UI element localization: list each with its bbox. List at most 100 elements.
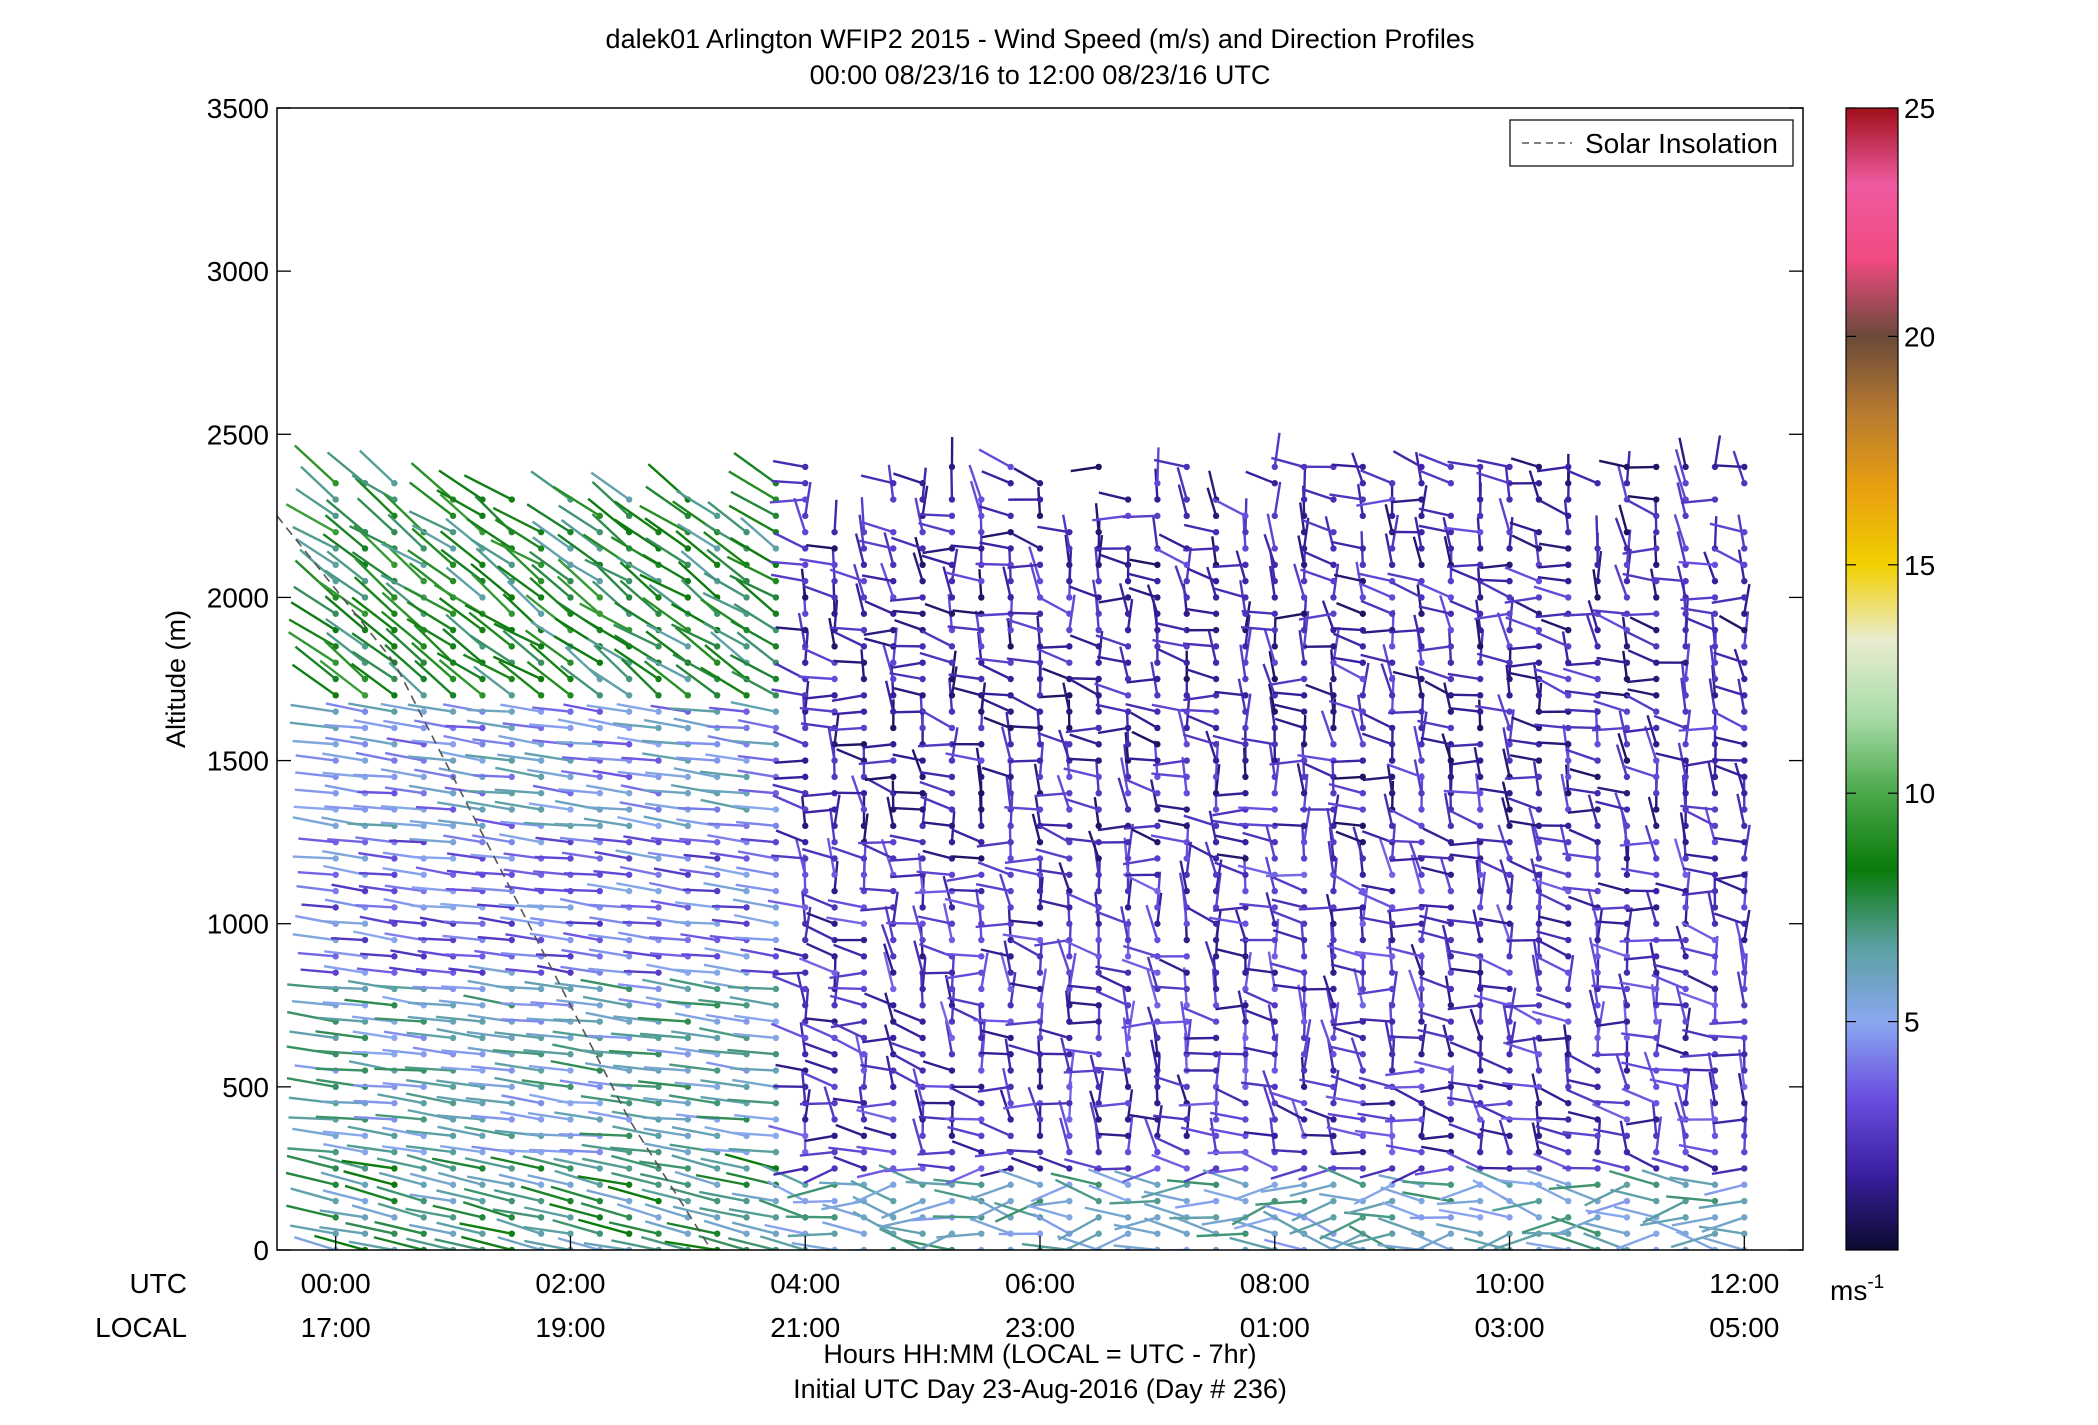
wind-barb (378, 1171, 425, 1186)
wind-barb-dot (1183, 757, 1190, 764)
wind-barb-dot (449, 741, 457, 748)
wind-barb (443, 734, 483, 746)
wind-barb (353, 576, 396, 615)
wind-barb-dot (1183, 594, 1190, 601)
wind-barb-dot (890, 577, 897, 585)
wind-barb (730, 1067, 776, 1072)
wind-barb (1330, 1074, 1364, 1088)
wind-barb-dot (1682, 1214, 1689, 1221)
wind-barb-dot (1388, 561, 1396, 568)
wind-barb-dot (802, 985, 809, 993)
wind-barb (675, 529, 718, 566)
wind-barb (1244, 951, 1252, 990)
wind-barb (1675, 1084, 1687, 1120)
wind-barb (531, 563, 572, 599)
wind-barb-dot (1066, 561, 1073, 568)
wind-barb (828, 986, 864, 991)
wind-barb-dot (1653, 985, 1660, 993)
wind-barb-dot (1007, 1116, 1014, 1123)
wind-barb (791, 1241, 835, 1250)
wind-barb (1038, 824, 1070, 844)
wind-barb-dot (919, 936, 926, 944)
wind-barb-dot (332, 757, 339, 764)
wind-barb (1593, 1128, 1628, 1137)
wind-barb (730, 701, 777, 713)
wind-barb-dot (1476, 773, 1484, 781)
wind-barb-dot (919, 1034, 926, 1042)
wind-barb (1701, 1216, 1745, 1233)
wind-barb (1419, 976, 1452, 991)
wind-barb-dot (772, 822, 780, 830)
wind-barb (1180, 708, 1217, 713)
wind-barb-dot (1095, 724, 1102, 732)
wind-barb (1360, 599, 1393, 615)
wind-barb-dot (420, 1230, 427, 1237)
wind-barb (1004, 806, 1041, 811)
wind-barb-dot (1594, 741, 1601, 748)
wind-barb-dot (1183, 577, 1190, 585)
wind-barb (386, 737, 424, 746)
wind-barb (468, 965, 512, 974)
wind-barb (1007, 611, 1041, 615)
wind-barb-dot (508, 1099, 515, 1107)
wind-barb (856, 1108, 894, 1121)
wind-barb (981, 664, 1012, 681)
wind-barb-dot (919, 1018, 926, 1025)
wind-barb-dot (449, 1214, 457, 1221)
wind-barb-dot (1066, 985, 1073, 993)
wind-barb-dot (1565, 1116, 1572, 1123)
wind-barb-dot (391, 887, 398, 895)
wind-barb (1550, 1233, 1598, 1250)
wind-barb-dot (537, 920, 545, 927)
wind-barb (732, 898, 777, 909)
wind-barb (1412, 536, 1423, 566)
wind-barb-dot (1418, 1197, 1425, 1205)
wind-barb (1068, 1020, 1099, 1025)
wind-barb-dot (1271, 626, 1278, 634)
wind-barb-dot (1535, 1132, 1543, 1140)
wind-barb-dot (1300, 936, 1308, 944)
wind-barb (1711, 1167, 1745, 1176)
wind-barb (290, 703, 336, 713)
wind-barb (1506, 1036, 1540, 1044)
wind-barb (1653, 714, 1687, 730)
wind-barb-dot (1682, 790, 1689, 797)
wind-barb-dot (1183, 692, 1190, 699)
wind-barb-dot (1212, 1067, 1220, 1074)
wind-barb (411, 855, 454, 860)
wind-barb-dot (1565, 904, 1572, 911)
wind-barb-dot (1271, 1181, 1278, 1188)
wind-barb-dot (537, 1197, 545, 1205)
wind-barb-dot (449, 643, 457, 650)
wind-barb-dot (1212, 904, 1220, 911)
wind-barb-dot (978, 904, 985, 911)
wind-barb-dot (1359, 855, 1367, 862)
wind-barb-dot (1741, 969, 1748, 976)
wind-barb-dot (743, 773, 750, 781)
wind-barb-dot (1741, 626, 1748, 634)
wind-barb (1621, 612, 1657, 617)
wind-barb (729, 653, 777, 681)
wind-barb (773, 947, 806, 958)
wind-barb (699, 1207, 747, 1219)
wind-barb-dot (831, 757, 838, 764)
wind-barb (703, 571, 748, 599)
wind-barb (415, 805, 454, 811)
wind-barb-dot (1095, 528, 1102, 536)
wind-barb-dot (978, 773, 985, 781)
wind-barb (769, 498, 806, 504)
wind-barb-dot (1036, 985, 1044, 993)
wind-barb (1469, 1008, 1482, 1039)
wind-barb (1187, 842, 1217, 860)
wind-barb-dot (1653, 904, 1660, 911)
wind-barb-dot (713, 1083, 721, 1091)
wind-barb (377, 1093, 424, 1105)
wind-barb (1712, 547, 1745, 566)
wind-barb (1713, 516, 1718, 549)
wind-barb-dot (1271, 594, 1278, 601)
wind-barb-dot (802, 1083, 809, 1091)
wind-barb-dot (772, 887, 780, 895)
wind-barb (588, 718, 630, 730)
wind-barb (1418, 469, 1452, 485)
wind-barb (1587, 1199, 1628, 1215)
